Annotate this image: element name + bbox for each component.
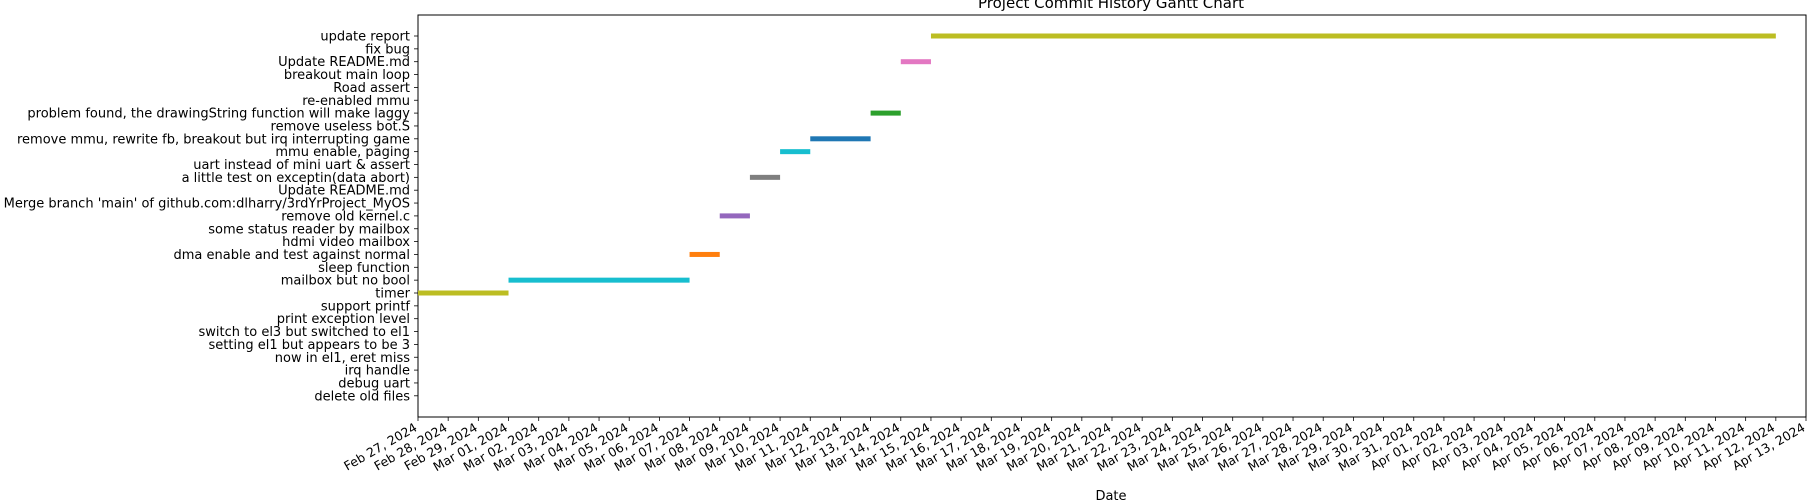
chart-title: Project Commit History Gantt Chart bbox=[978, 0, 1244, 12]
task-label: support printf bbox=[321, 299, 411, 314]
task-label: switch to el3 but switched to el1 bbox=[199, 325, 411, 340]
task-label: re-enabled mmu bbox=[302, 94, 410, 109]
task-label: setting el1 but appears to be 3 bbox=[209, 338, 410, 353]
task-bar bbox=[810, 136, 871, 142]
task-label: breakout main loop bbox=[284, 68, 410, 83]
task-label: some status reader by mailbox bbox=[208, 222, 410, 237]
task-bar bbox=[900, 59, 931, 65]
task-label: dma enable and test against normal bbox=[174, 248, 411, 263]
task-bar bbox=[930, 33, 1776, 39]
task-label: remove useless bot.S bbox=[271, 119, 410, 134]
task-label: Update README.md bbox=[278, 55, 410, 70]
task-bar bbox=[780, 149, 811, 155]
task-label: mailbox but no bool bbox=[281, 274, 410, 289]
task-bar bbox=[689, 251, 720, 257]
task-bar bbox=[719, 213, 750, 219]
bars-layer bbox=[418, 33, 1776, 296]
task-label: uart instead of mini uart & assert bbox=[193, 158, 410, 173]
task-label: now in el1, eret miss bbox=[275, 351, 410, 366]
task-label: hdmi video mailbox bbox=[282, 235, 410, 250]
task-label: mmu enable, paging bbox=[275, 145, 410, 160]
task-bar bbox=[749, 174, 781, 180]
task-label: Road assert bbox=[333, 81, 410, 96]
task-label: update report bbox=[320, 30, 410, 45]
task-label: remove mmu, rewrite fb, breakout but irq… bbox=[17, 132, 410, 147]
task-label: debug uart bbox=[338, 376, 410, 391]
task-label: fix bug bbox=[365, 42, 410, 57]
task-label: Update README.md bbox=[278, 184, 410, 199]
task-label: sleep function bbox=[318, 261, 410, 276]
task-bar bbox=[418, 290, 509, 296]
task-label: timer bbox=[375, 287, 410, 302]
x-axis-label: Date bbox=[1095, 489, 1126, 500]
task-label: remove old kernel.c bbox=[281, 209, 410, 224]
task-bar bbox=[870, 110, 901, 116]
task-label: delete old files bbox=[314, 389, 410, 404]
task-label: a little test on exceptin(data abort) bbox=[182, 171, 410, 186]
task-label: Merge branch 'main' of github.com:dlharr… bbox=[4, 197, 410, 212]
task-label: irq handle bbox=[345, 364, 410, 379]
task-label: problem found, the drawingString functio… bbox=[27, 107, 410, 122]
task-bar bbox=[508, 277, 690, 283]
task-label: print exception level bbox=[277, 312, 410, 327]
plot-area bbox=[417, 14, 1807, 418]
